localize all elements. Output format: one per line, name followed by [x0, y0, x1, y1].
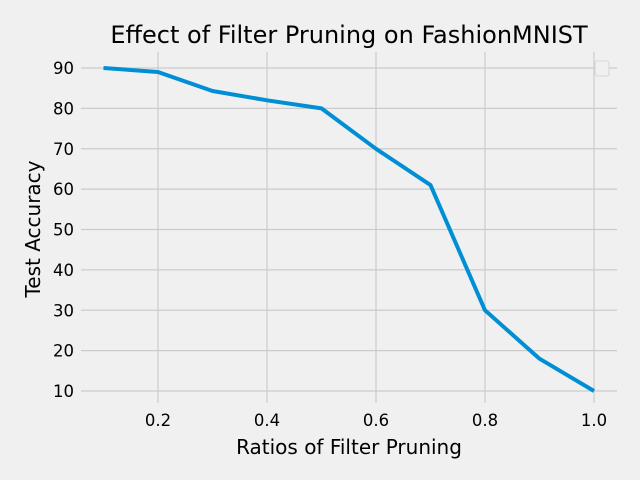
y-tick-label: 80 [53, 99, 74, 118]
x-tick-label: 1.0 [581, 411, 607, 430]
y-tick-label: 90 [53, 59, 74, 78]
series-layer [103, 66, 596, 393]
chart-title: Effect of Filter Pruning on FashionMNIST [110, 21, 588, 49]
x-tick-label: 0.2 [145, 411, 171, 430]
y-axis-label: Test Accuracy [21, 160, 45, 298]
legend-box [594, 60, 610, 77]
y-tick-label: 20 [53, 342, 74, 361]
tick-labels: 0.2 0.4 0.6 0.8 1.0 10 20 30 40 50 60 70 80 90 [53, 59, 607, 430]
y-tick-label: 70 [53, 140, 74, 159]
y-tick-label: 40 [53, 261, 74, 280]
y-tick-label: 60 [53, 180, 74, 199]
x-tick-label: 0.4 [254, 411, 280, 430]
series-line [103, 66, 596, 393]
x-tick-label: 0.8 [472, 411, 498, 430]
x-tick-label: 0.6 [363, 411, 389, 430]
y-tick-label: 50 [53, 221, 74, 240]
y-tick-label: 10 [53, 382, 74, 401]
grid [81, 52, 617, 403]
y-tick-label: 30 [53, 301, 74, 320]
x-axis-label: Ratios of Filter Pruning [236, 435, 462, 459]
